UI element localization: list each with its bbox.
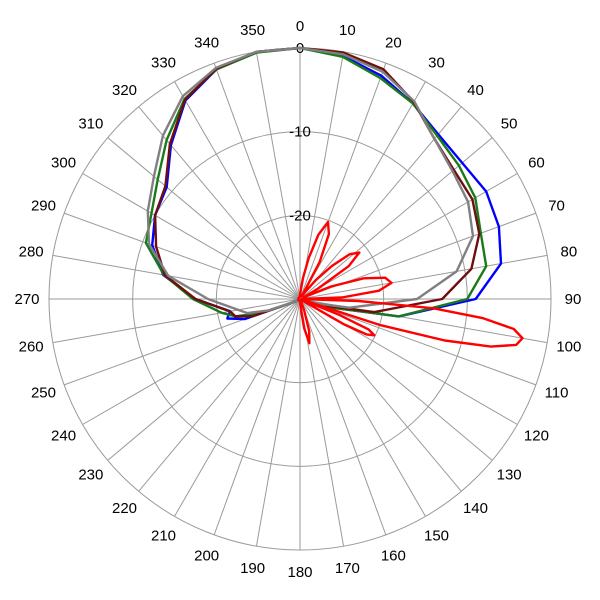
angle-label-200: 200 — [194, 548, 219, 565]
angle-label-170: 170 — [335, 560, 360, 577]
angle-label-130: 130 — [497, 466, 522, 483]
angle-label-150: 150 — [424, 527, 449, 544]
angle-label-290: 290 — [31, 198, 56, 215]
spoke-60 — [299, 173, 518, 300]
angle-label-140: 140 — [463, 500, 488, 517]
angle-label-40: 40 — [467, 82, 484, 99]
spoke-30 — [299, 81, 426, 300]
spoke-220 — [138, 298, 301, 492]
angle-label-80: 80 — [561, 244, 578, 261]
spoke-20 — [299, 62, 387, 300]
angle-label-340: 340 — [194, 34, 219, 51]
spoke-210 — [174, 298, 301, 517]
spoke-350 — [255, 51, 301, 300]
spoke-320 — [138, 106, 301, 300]
angle-label-180: 180 — [287, 564, 312, 581]
spoke-160 — [299, 298, 387, 536]
spoke-10 — [299, 51, 345, 300]
spoke-280 — [52, 254, 301, 300]
angle-label-330: 330 — [151, 55, 176, 72]
angle-label-10: 10 — [339, 22, 356, 39]
spoke-310 — [107, 137, 301, 300]
spoke-130 — [299, 298, 493, 461]
series-lines — [144, 46, 524, 348]
spoke-230 — [107, 298, 301, 461]
series-line-5 — [297, 220, 524, 348]
angle-label-190: 190 — [240, 560, 265, 577]
angle-label-230: 230 — [78, 466, 103, 483]
radial-label--20: -20 — [289, 207, 311, 224]
angle-label-210: 210 — [151, 527, 176, 544]
angle-label-20: 20 — [385, 34, 402, 51]
angle-label-250: 250 — [31, 384, 56, 401]
spoke-330 — [174, 81, 301, 300]
spoke-290 — [63, 212, 301, 300]
spoke-50 — [299, 137, 493, 300]
spoke-140 — [299, 298, 462, 492]
angle-label-320: 320 — [112, 82, 137, 99]
angle-label-310: 310 — [78, 116, 103, 133]
angle-label-270: 270 — [14, 291, 39, 308]
spoke-240 — [82, 298, 301, 425]
angle-label-100: 100 — [556, 338, 581, 355]
spoke-300 — [82, 173, 301, 300]
radial-label--10: -10 — [289, 124, 311, 141]
angle-label-260: 260 — [19, 338, 44, 355]
angle-label-350: 350 — [240, 22, 265, 39]
angle-label-60: 60 — [528, 155, 545, 172]
angle-label-30: 30 — [428, 55, 445, 72]
angle-label-120: 120 — [524, 428, 549, 445]
angle-label-50: 50 — [501, 116, 518, 133]
spoke-200 — [213, 298, 301, 536]
spoke-80 — [299, 254, 548, 300]
angle-label-300: 300 — [51, 155, 76, 172]
angle-label-110: 110 — [545, 384, 569, 401]
spoke-260 — [52, 298, 301, 344]
spoke-110 — [299, 298, 537, 386]
angle-label-0: 0 — [296, 18, 304, 35]
spoke-190 — [255, 298, 301, 547]
angle-tick-labels: 0 10 20 30 40 50 60 70 80 90 100 110 120 130 140 150 160… — [14, 18, 581, 581]
angle-label-160: 160 — [381, 548, 406, 565]
spoke-150 — [299, 298, 426, 517]
angle-label-90: 90 — [565, 291, 582, 308]
angle-label-70: 70 — [548, 198, 565, 215]
angle-label-220: 220 — [112, 500, 137, 517]
spoke-340 — [213, 62, 301, 300]
angle-label-240: 240 — [51, 428, 76, 445]
angle-label-280: 280 — [19, 244, 44, 261]
